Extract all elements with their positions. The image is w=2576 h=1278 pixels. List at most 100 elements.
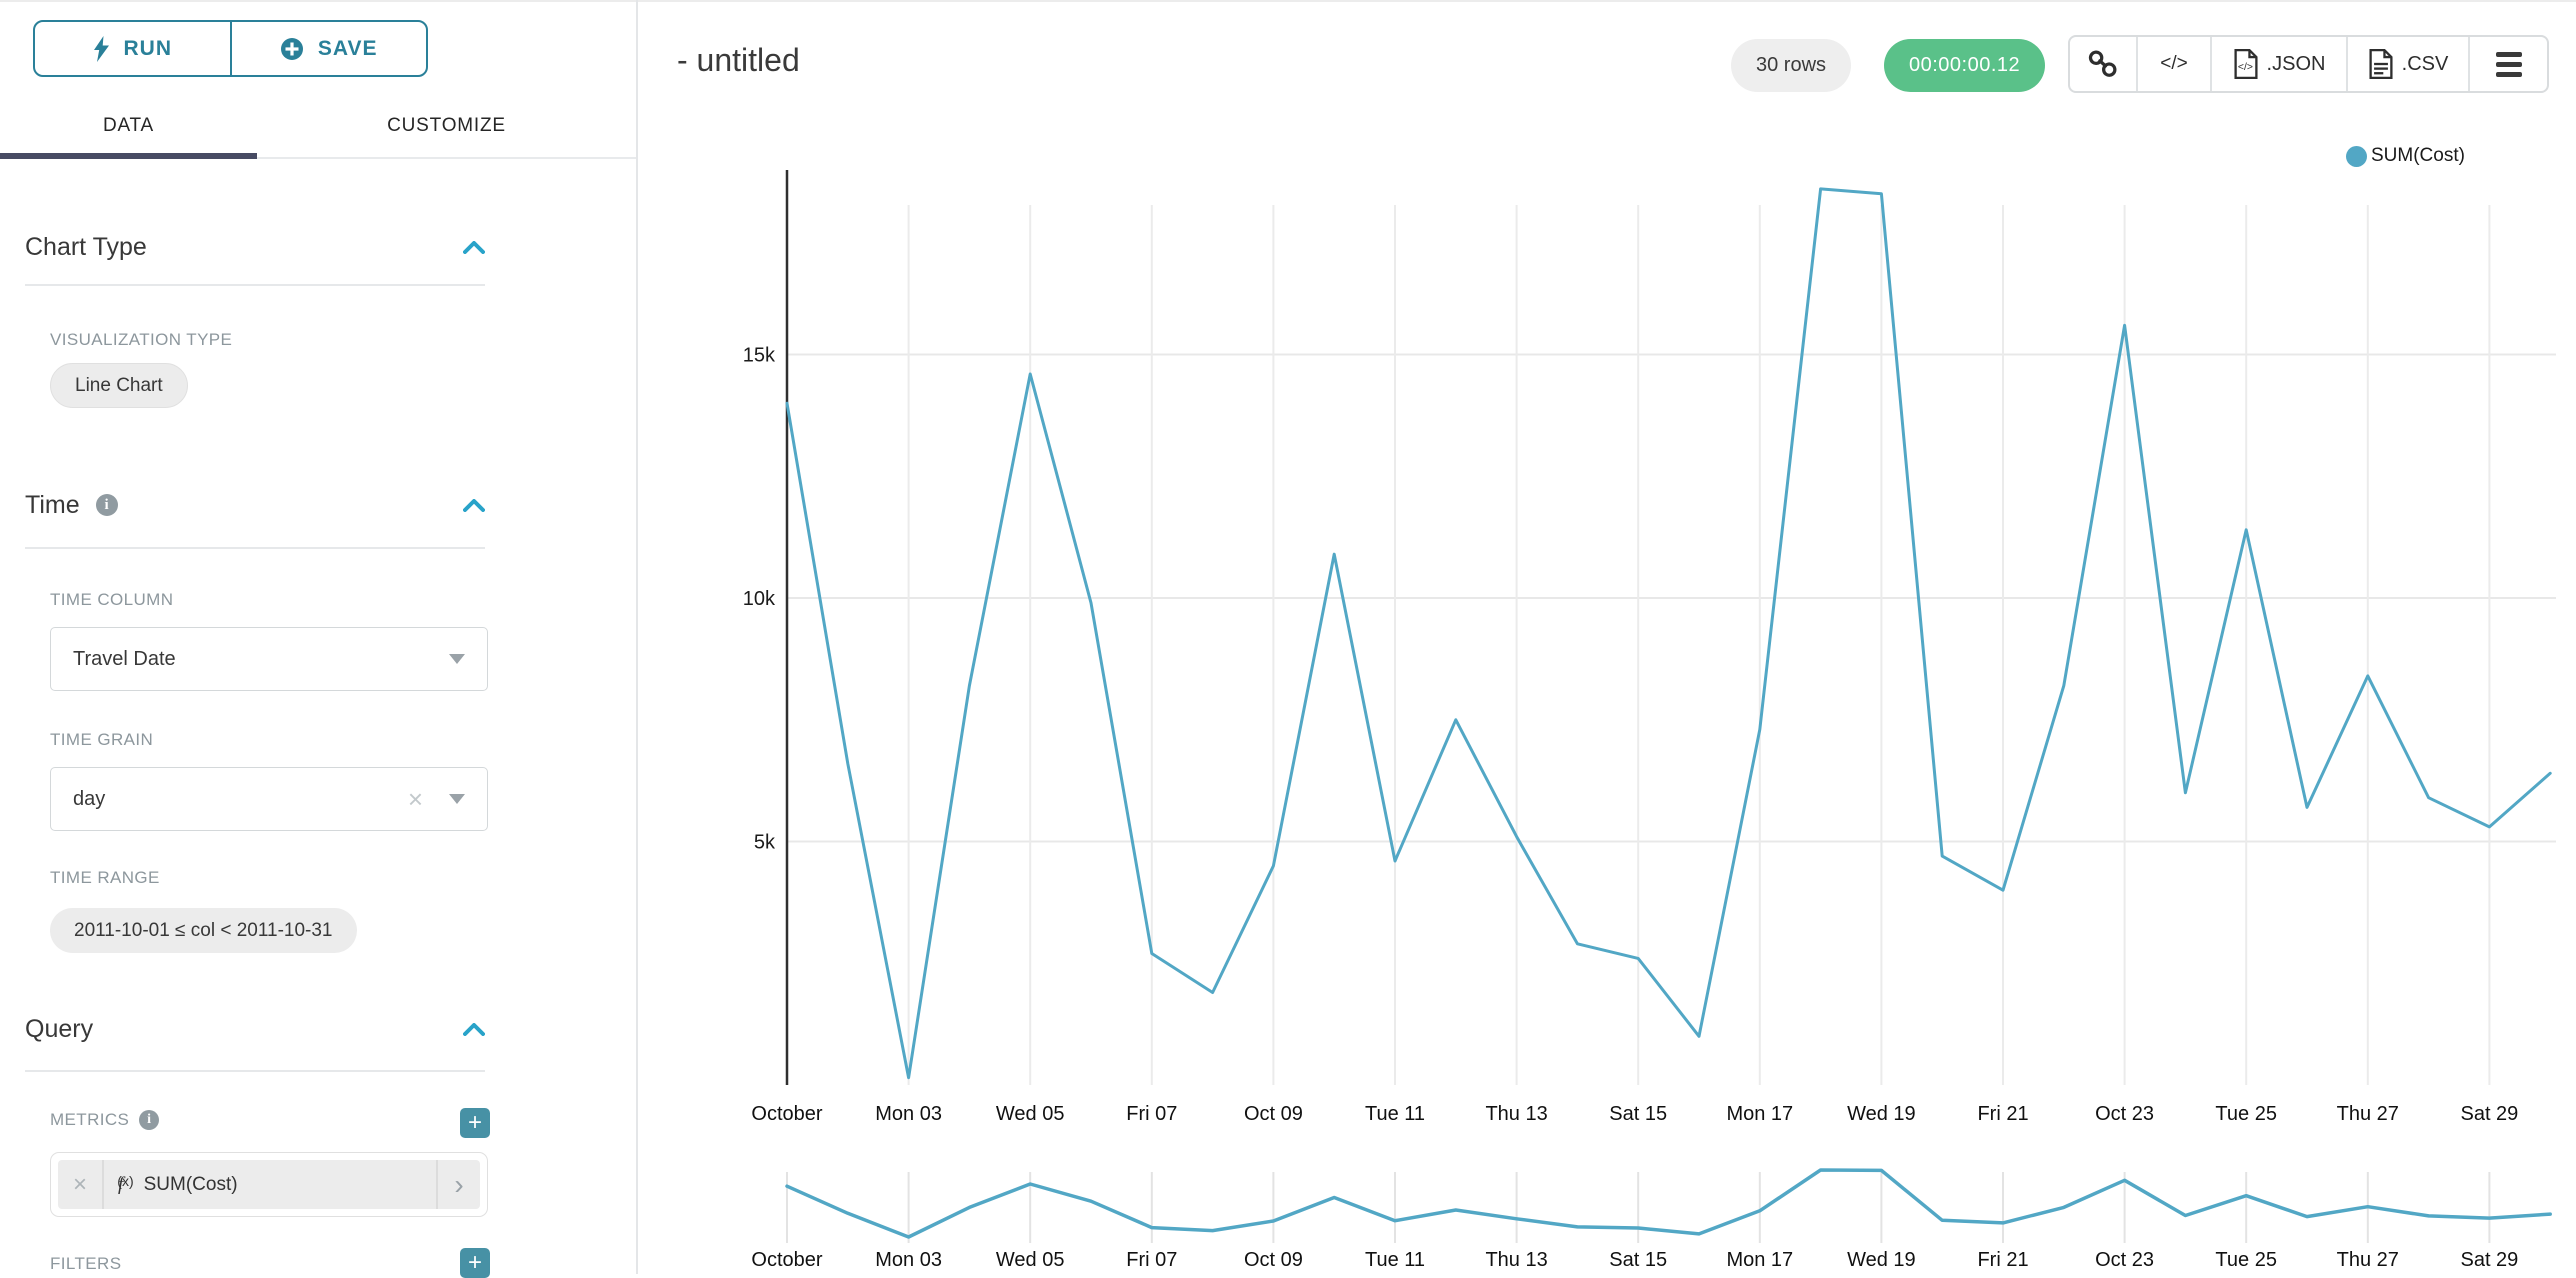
export-json-button[interactable]: </> .JSON bbox=[2210, 37, 2346, 91]
chip-divider bbox=[436, 1160, 438, 1209]
row-count-badge: 30 rows bbox=[1731, 39, 1852, 92]
share-link-button[interactable] bbox=[2070, 37, 2136, 91]
fx-icon: f(x) bbox=[117, 1172, 134, 1195]
clear-icon[interactable]: × bbox=[407, 784, 423, 814]
y-axis-tick-label: 5k bbox=[754, 832, 776, 854]
hamburger-menu-icon bbox=[2495, 51, 2522, 77]
export-csv-button[interactable]: .CSV bbox=[2346, 37, 2468, 91]
section-chart-type-header: Chart Type bbox=[25, 232, 485, 262]
time-range-value[interactable]: 2011-10-01 ≤ col < 2011-10-31 bbox=[50, 908, 357, 953]
code-icon: </> bbox=[2160, 53, 2188, 74]
chart-title[interactable]: - untitled bbox=[677, 42, 800, 78]
link-icon bbox=[2088, 50, 2117, 77]
save-button[interactable]: SAVE bbox=[229, 22, 427, 75]
info-icon[interactable]: i bbox=[139, 1110, 160, 1130]
x-axis-tick-label: Oct 23 bbox=[2095, 1103, 2154, 1125]
caret-down-icon bbox=[449, 794, 465, 804]
x-axis-tick-label: Fri 21 bbox=[1977, 1103, 2028, 1125]
export-csv-label: .CSV bbox=[2401, 52, 2449, 75]
remove-metric-icon[interactable]: × bbox=[72, 1170, 87, 1198]
mini-x-tick-label: Sat 15 bbox=[1609, 1249, 1667, 1271]
chevron-up-icon[interactable] bbox=[463, 498, 485, 512]
mini-x-tick-label: Wed 05 bbox=[996, 1249, 1065, 1271]
tab-customize[interactable]: CUSTOMIZE bbox=[257, 95, 636, 157]
visualization-type-value[interactable]: Line Chart bbox=[50, 363, 188, 408]
run-button[interactable]: RUN bbox=[35, 22, 230, 75]
active-tab-indicator bbox=[0, 153, 257, 159]
section-chart-type-title: Chart Type bbox=[25, 232, 147, 261]
y-axis-tick-label: 15k bbox=[743, 345, 776, 367]
mini-x-tick-label: Oct 23 bbox=[2095, 1249, 2154, 1271]
time-grain-select[interactable]: day × bbox=[50, 767, 488, 831]
section-divider bbox=[25, 284, 485, 286]
mini-x-tick-label: Sat 29 bbox=[2460, 1249, 2518, 1271]
mini-x-tick-label: October bbox=[751, 1249, 822, 1271]
x-axis-tick-label: Thu 27 bbox=[2337, 1103, 2399, 1125]
section-query-title: Query bbox=[25, 1014, 94, 1043]
series-line-sum-cost bbox=[785, 187, 2552, 1080]
x-axis-tick-label: Thu 13 bbox=[1485, 1103, 1547, 1125]
visualization-type-label: VISUALIZATION TYPE bbox=[50, 330, 233, 349]
x-axis-tick-label: Mon 17 bbox=[1726, 1103, 1793, 1125]
mini-x-tick-label: Tue 25 bbox=[2215, 1249, 2277, 1271]
metric-chip: × f(x) SUM(Cost) › bbox=[58, 1160, 480, 1209]
mini-x-tick-label: Tue 11 bbox=[1365, 1249, 1425, 1271]
x-axis-tick-label: Tue 25 bbox=[2215, 1103, 2277, 1125]
mini-x-tick-label: Wed 19 bbox=[1847, 1249, 1916, 1271]
mini-x-tick-label: Oct 09 bbox=[1244, 1249, 1303, 1271]
x-axis-tick-label: Sat 29 bbox=[2460, 1103, 2518, 1125]
time-column-value: Travel Date bbox=[73, 647, 176, 670]
chevron-up-icon[interactable] bbox=[463, 1022, 485, 1036]
main-line-chart[interactable]: 5k 10k 15k October Mon 03 Wed 05 Fri 07 Oct 09 T… bbox=[743, 170, 2556, 1125]
tab-data[interactable]: DATA bbox=[0, 95, 257, 159]
x-axis-tick-label: Wed 19 bbox=[1847, 1103, 1916, 1125]
mini-x-tick-label: Thu 27 bbox=[2337, 1249, 2399, 1271]
top-border bbox=[0, 0, 2576, 2]
time-column-label: TIME COLUMN bbox=[50, 590, 174, 609]
plus-circle-icon bbox=[280, 37, 303, 60]
file-json-icon: </> bbox=[2234, 49, 2258, 79]
mini-x-tick-label: Mon 03 bbox=[875, 1249, 942, 1271]
section-time-header: Time i bbox=[25, 490, 485, 520]
expand-metric-icon[interactable]: › bbox=[454, 1168, 464, 1200]
filters-label: FILTERS bbox=[50, 1254, 122, 1273]
more-options-button[interactable] bbox=[2468, 37, 2547, 91]
lightning-bolt-icon bbox=[93, 35, 109, 62]
x-axis-tick-label: Fri 07 bbox=[1126, 1103, 1177, 1125]
query-timer-badge: 00:00:00.12 bbox=[1884, 39, 2046, 92]
file-csv-icon bbox=[2369, 49, 2393, 79]
y-axis-tick-label: 10k bbox=[743, 588, 776, 610]
export-button-group: </> </> .JSON .CSV bbox=[2068, 35, 2549, 93]
section-divider bbox=[25, 547, 485, 549]
run-button-label: RUN bbox=[123, 36, 172, 60]
time-column-select[interactable]: Travel Date bbox=[50, 627, 488, 691]
chevron-up-icon[interactable] bbox=[463, 240, 485, 254]
section-query-header: Query bbox=[25, 1014, 485, 1044]
info-icon[interactable]: i bbox=[95, 494, 118, 516]
add-filter-button[interactable]: + bbox=[460, 1248, 490, 1278]
mini-x-tick-label: Mon 17 bbox=[1726, 1249, 1793, 1271]
x-axis-tick-label: Wed 05 bbox=[996, 1103, 1065, 1125]
add-metric-button[interactable]: + bbox=[460, 1108, 490, 1138]
time-grain-label: TIME GRAIN bbox=[50, 730, 154, 749]
time-grain-value: day bbox=[73, 787, 106, 810]
view-query-button[interactable]: </> bbox=[2136, 37, 2210, 91]
panel-divider bbox=[636, 0, 638, 1274]
mini-x-tick-label: Thu 13 bbox=[1485, 1249, 1547, 1271]
section-divider bbox=[25, 1070, 485, 1072]
caret-down-icon bbox=[449, 654, 465, 664]
time-range-label: TIME RANGE bbox=[50, 868, 160, 887]
x-axis-tick-label: Oct 09 bbox=[1244, 1103, 1303, 1125]
export-json-label: .JSON bbox=[2266, 52, 2326, 75]
x-axis-tick-label: Tue 11 bbox=[1365, 1103, 1425, 1125]
mini-context-chart[interactable]: October Mon 03 Wed 05 Fri 07 Oct 09 Tue 11 Thu… bbox=[751, 1168, 2552, 1271]
x-axis-tick-label: Mon 03 bbox=[875, 1103, 942, 1125]
x-axis-tick-label: October bbox=[751, 1103, 822, 1125]
metric-label[interactable]: f(x) SUM(Cost) bbox=[117, 1172, 238, 1195]
metrics-container: × f(x) SUM(Cost) › bbox=[50, 1152, 488, 1217]
metrics-label: METRICS i bbox=[50, 1110, 160, 1130]
legend-series-dot bbox=[2346, 145, 2367, 167]
tab-bar: DATA CUSTOMIZE bbox=[0, 95, 636, 159]
legend-item[interactable]: SUM(Cost) bbox=[2346, 145, 2465, 167]
